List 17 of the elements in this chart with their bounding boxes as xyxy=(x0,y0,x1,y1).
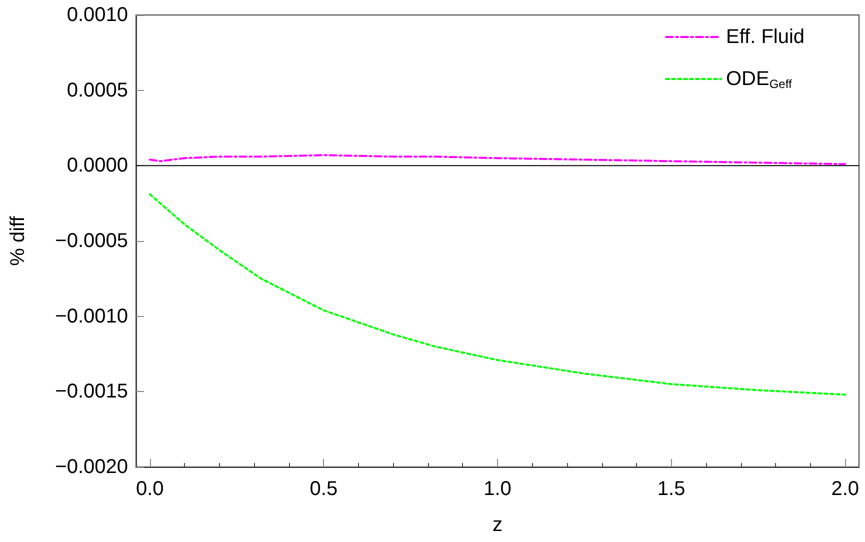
y-tick-label: −0.0005 xyxy=(55,230,128,252)
line-series xyxy=(148,154,846,166)
y-tick-label: 0.0010 xyxy=(66,4,128,26)
y-tick-label: 0.0000 xyxy=(66,154,128,177)
y-tick-label: 0.0005 xyxy=(66,79,128,102)
x-tick-label: 0.0 xyxy=(136,478,164,500)
x-tick-label: 2.0 xyxy=(831,478,859,500)
x-tick-label: 1.5 xyxy=(657,478,686,500)
x-axis-title: z xyxy=(492,514,502,536)
x-tick-label: 1.0 xyxy=(484,478,512,500)
y-tick-label: −0.0010 xyxy=(55,305,128,328)
y-axis-title: % diff xyxy=(7,216,29,266)
y-tick-label: −0.0015 xyxy=(55,380,128,403)
legend-label: Eff. Fluid xyxy=(726,26,805,48)
line-series xyxy=(148,193,846,396)
x-tick-label: 0.5 xyxy=(310,478,338,500)
y-tick-label: −0.0020 xyxy=(55,456,128,478)
